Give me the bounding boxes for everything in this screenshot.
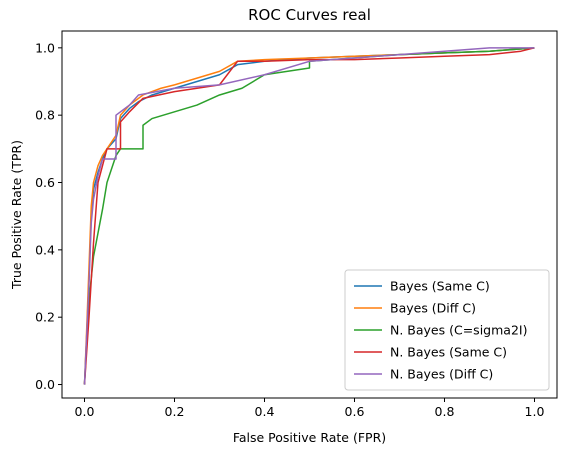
plot-area [83,47,535,385]
x-tick-label: 0.4 [255,404,275,419]
axes-frame [61,30,558,399]
y-tick-label: 0.4 [35,242,55,257]
x-tick-label: 0.6 [345,404,365,419]
series-line-2 [83,47,535,385]
legend-label: N. Bayes (Diff C) [390,367,493,382]
chart-title: ROC Curves real [248,6,371,24]
y-axis-ticks: 0.0 0.2 0.4 0.6 0.8 1.0 [35,40,62,392]
y-axis-label: True Positive Rate (TPR) [9,140,24,290]
legend-label: N. Bayes (Same C) [390,345,507,360]
x-axis-label: False Positive Rate (FPR) [233,430,386,445]
x-tick-label: 0.2 [165,404,185,419]
x-tick-label: 0.0 [75,404,95,419]
y-tick-label: 1.0 [35,40,55,55]
x-tick-label: 0.8 [435,404,455,419]
legend-box [344,269,550,391]
series-line-4 [83,47,535,385]
series-line-5 [83,47,535,385]
x-axis-ticks: 0.0 0.2 0.4 0.6 0.8 1.0 [75,398,545,419]
legend: Bayes (Same C) Bayes (Diff C) N. Bayes (C=… [344,269,550,391]
legend-label: Bayes (Diff C) [390,301,476,316]
y-tick-label: 0.6 [35,175,55,190]
legend-label: Bayes (Same C) [390,279,490,294]
legend-label: N. Bayes (C=sigma2I) [390,323,527,338]
y-tick-label: 0.8 [35,108,55,123]
y-tick-label: 0.0 [35,377,55,392]
x-tick-label: 1.0 [525,404,545,419]
y-tick-label: 0.2 [35,310,55,325]
